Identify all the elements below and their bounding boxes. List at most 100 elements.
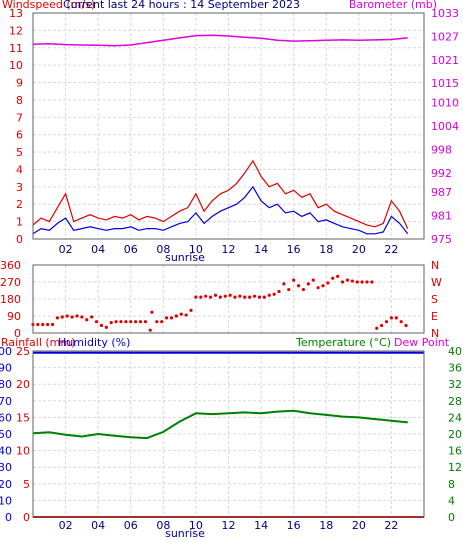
direction-point — [399, 320, 403, 324]
humidity-tick-label: 10 — [0, 494, 12, 507]
temp-humidity-rain-chart: Rainfall (mm) Humidity (%) Temperature (… — [0, 336, 462, 540]
barometer-tick-label: 1010 — [431, 97, 459, 110]
x-tick-label: 16 — [287, 243, 301, 256]
barometer-tick-labels: 975 981 987 992 998 1004 1010 1015 1021 1027 1033 — [431, 7, 459, 246]
rainfall-tick-label: 5 — [23, 478, 30, 491]
temperature-tick-label: 20 — [448, 428, 462, 441]
barometer-tick-label: 1021 — [431, 54, 459, 67]
direction-point — [85, 318, 89, 322]
direction-point — [365, 280, 369, 284]
direction-point — [262, 295, 266, 299]
direction-point — [238, 294, 242, 298]
x-tick-label: 14 — [254, 519, 268, 532]
wind-series — [32, 34, 409, 235]
direction-point — [326, 281, 330, 285]
temperature-tick-label: 40 — [448, 345, 462, 358]
direction-point — [311, 278, 315, 282]
direction-degree-label: 90 — [7, 310, 21, 323]
humidity-tick-label: 70 — [0, 395, 12, 408]
direction-point — [99, 323, 104, 328]
direction-point — [267, 293, 271, 297]
direction-compass-label: N — [431, 327, 439, 340]
barometer-tick-label: 981 — [431, 210, 452, 223]
temperature-tick-label: 16 — [448, 445, 462, 458]
direction-point — [143, 320, 148, 324]
wind-barometer-chart: Windspeed (m/s) Current last 24 hours : … — [2, 0, 459, 264]
direction-point — [355, 280, 359, 284]
temperature-tick-labels: 0 4 8 12 16 20 24 28 32 36 40 — [448, 345, 462, 524]
direction-degree-label: 180 — [0, 293, 21, 306]
windspeed-tick-label: 11 — [9, 42, 23, 55]
humidity-tick-label: 60 — [0, 411, 12, 424]
humidity-tick-label: 0 — [5, 511, 12, 524]
temperature-tick-label: 0 — [448, 511, 455, 524]
barometer-tick-label: 1015 — [431, 77, 459, 90]
x-tick-label: 12 — [222, 243, 236, 256]
windspeed-tick-label: 2 — [16, 198, 23, 211]
humidity-tick-label: 20 — [0, 478, 12, 491]
x-tick-label: 12 — [222, 519, 236, 532]
rainfall-tick-label: 15 — [16, 411, 30, 424]
direction-point — [316, 286, 320, 290]
direction-point — [296, 284, 301, 288]
direction-point — [380, 323, 384, 328]
direction-point — [204, 294, 208, 298]
x-tick-label: 02 — [59, 519, 73, 532]
chart-title: Current last 24 hours : 14 September 202… — [63, 0, 300, 11]
x-tick-label: 02 — [59, 243, 73, 256]
wind-grid — [33, 12, 424, 240]
barometer-tick-label: 992 — [431, 167, 452, 180]
humidity-tick-label: 100 — [0, 345, 12, 358]
barometer-tick-label: 1033 — [431, 7, 459, 20]
direction-point — [65, 314, 69, 318]
rainfall-tick-label: 20 — [16, 378, 30, 391]
barometer-axis-title: Barometer (mb) — [349, 0, 437, 11]
direction-point — [199, 295, 203, 299]
series-line-wind-speed — [32, 185, 409, 235]
humidity-tick-label: 40 — [0, 445, 12, 458]
direction-point — [179, 312, 183, 316]
direction-point — [50, 322, 55, 327]
direction-point — [277, 289, 281, 294]
direction-point — [208, 295, 213, 299]
x-tick-label: 18 — [319, 519, 333, 532]
temperature-tick-label: 32 — [448, 378, 462, 391]
humidity-tick-label: 80 — [0, 378, 12, 391]
direction-points — [31, 274, 408, 332]
direction-point — [129, 320, 133, 324]
temperature-tick-label: 4 — [448, 494, 455, 507]
rainfall-axis-title: Rainfall (mm) — [1, 336, 75, 349]
windspeed-tick-label: 12 — [9, 24, 23, 37]
windspeed-tick-label: 6 — [16, 129, 23, 142]
direction-point — [90, 315, 94, 319]
thr-x-tick-labels: 02 04 06 08 10 12 14 16 18 20 22 — [59, 519, 399, 532]
direction-plot-frame — [32, 264, 425, 334]
direction-point — [282, 282, 286, 286]
direction-point — [148, 328, 152, 332]
direction-point — [257, 295, 262, 299]
direction-point — [370, 280, 374, 284]
direction-point — [292, 278, 296, 282]
thr-x-axis-label: sunrise — [165, 527, 205, 540]
barometer-tick-label: 1027 — [431, 30, 459, 43]
direction-point — [394, 316, 398, 320]
direction-point — [80, 315, 84, 319]
direction-point — [252, 294, 257, 298]
x-tick-label: 16 — [287, 519, 301, 532]
direction-point — [306, 282, 310, 286]
x-tick-label: 04 — [91, 243, 105, 256]
direction-point — [375, 326, 379, 330]
direction-point — [150, 310, 154, 314]
direction-point — [389, 316, 394, 320]
humidity-axis-title: Humidity (%) — [58, 336, 130, 349]
series-line-temperature — [32, 409, 408, 440]
direction-point — [360, 280, 364, 284]
x-tick-label: 20 — [352, 519, 366, 532]
direction-point — [124, 320, 128, 324]
temperature-tick-label: 36 — [448, 362, 462, 375]
wind-plot-frame — [32, 12, 425, 240]
direction-point — [119, 320, 123, 324]
direction-point — [75, 314, 79, 318]
